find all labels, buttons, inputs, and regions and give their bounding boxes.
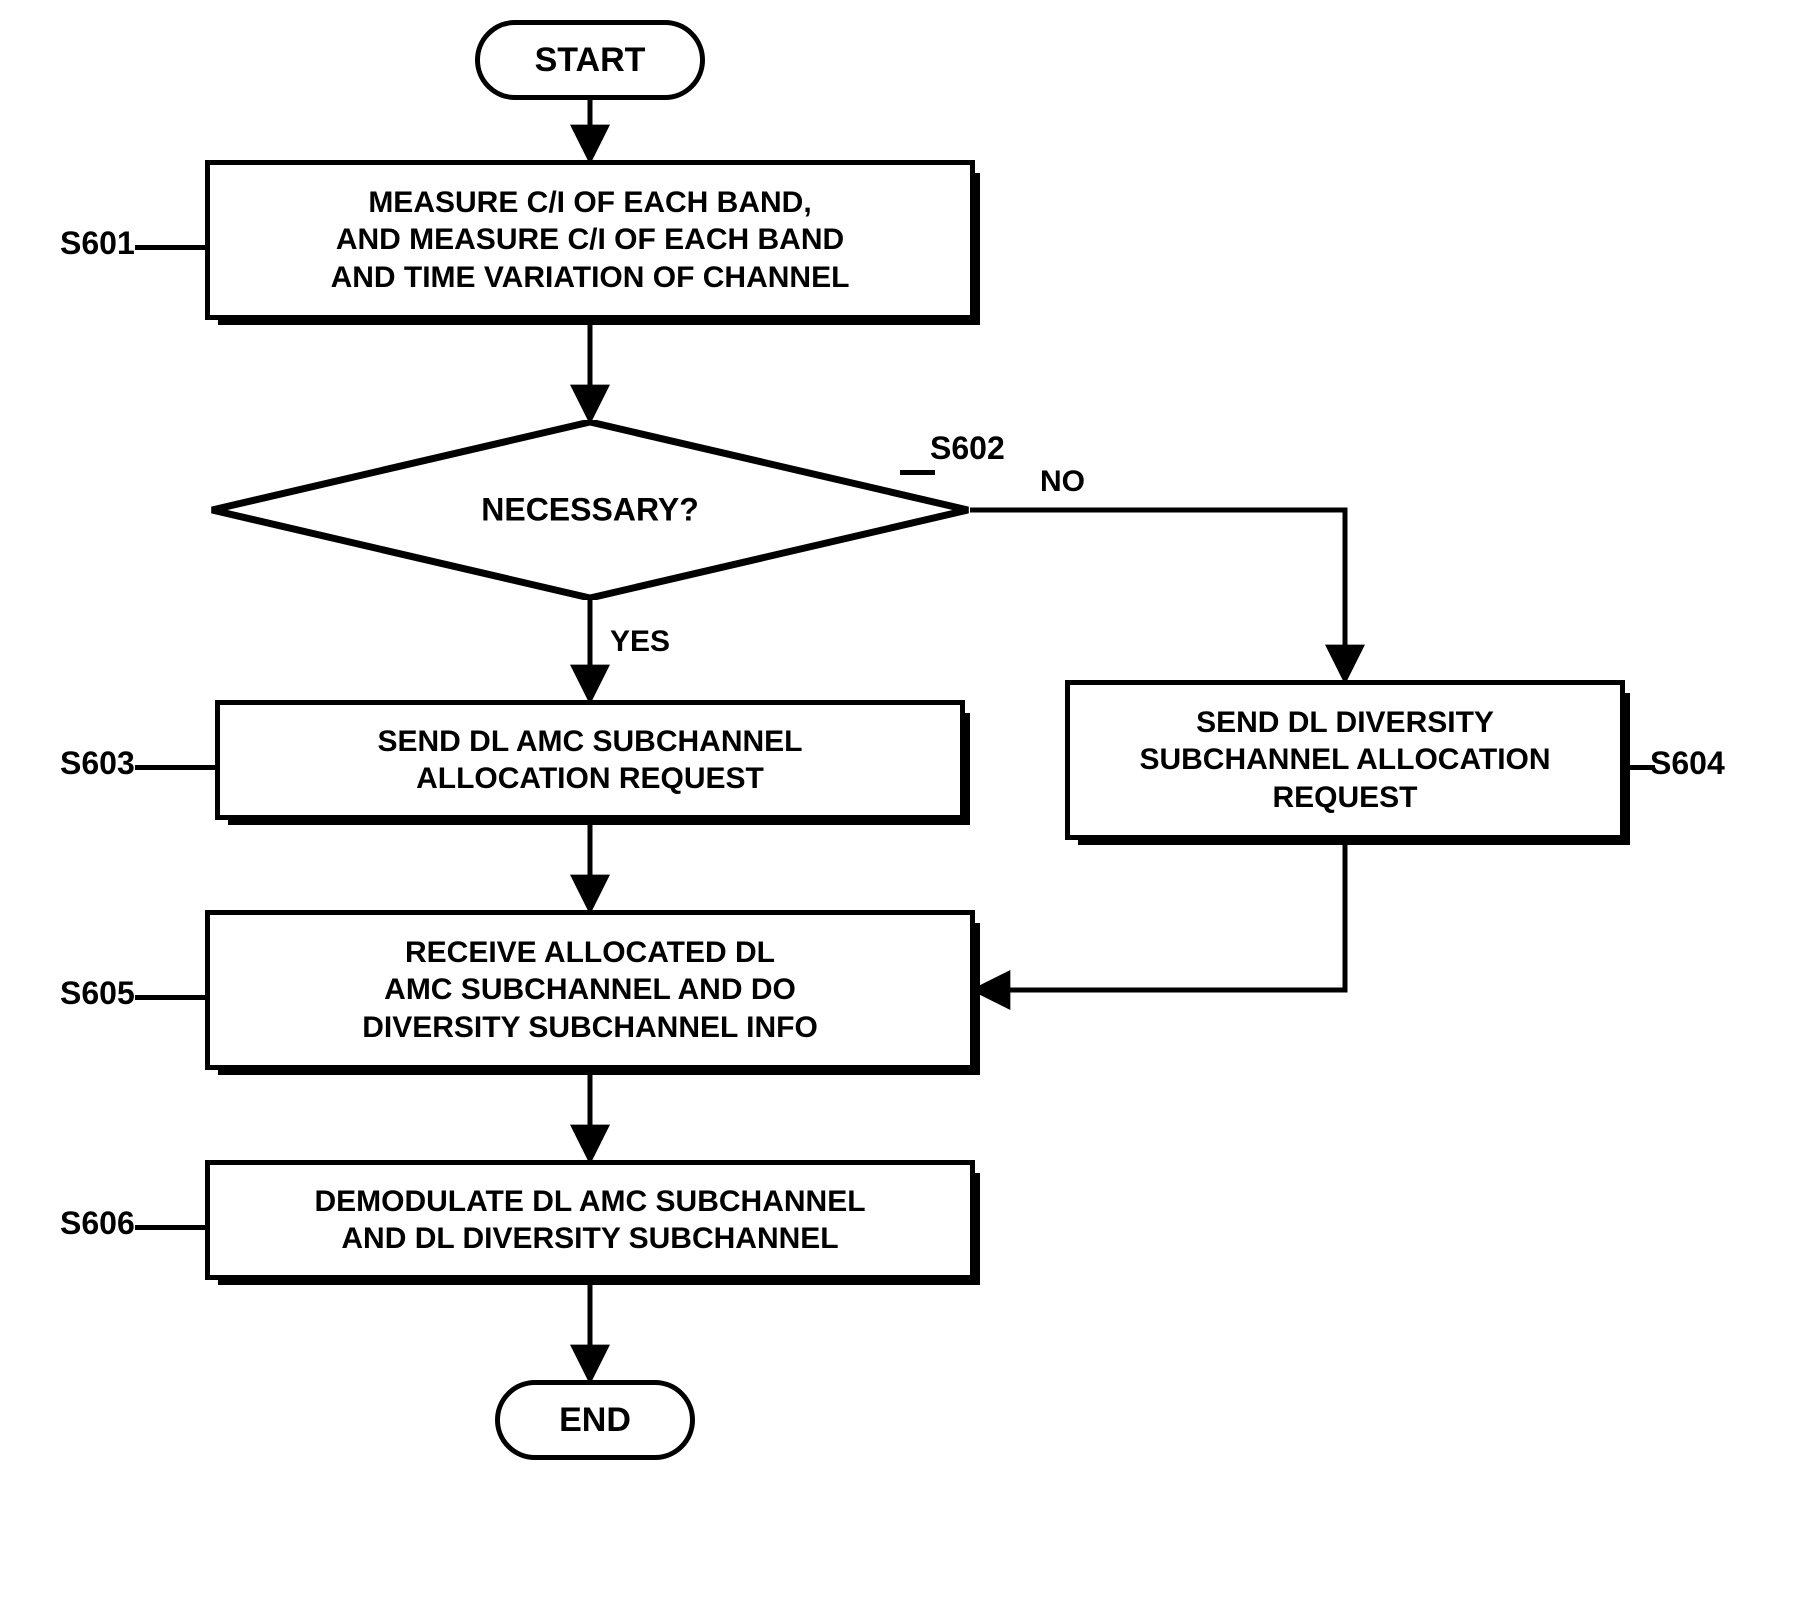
process-s603: SEND DL AMC SUBCHANNEL ALLOCATION REQUES…	[215, 700, 965, 820]
start-terminator: START	[475, 20, 705, 100]
tick-s606	[135, 1225, 205, 1230]
tick-s602	[900, 470, 935, 475]
label-s602: S602	[930, 430, 1005, 467]
s602-text: NECESSARY?	[481, 492, 699, 528]
process-s601: MEASURE C/I OF EACH BAND, AND MEASURE C/…	[205, 160, 975, 320]
tick-s603	[135, 765, 215, 770]
decision-s602: NECESSARY?	[210, 420, 970, 600]
flowchart-canvas: START MEASURE C/I OF EACH BAND, AND MEAS…	[0, 0, 1802, 1621]
end-terminator: END	[495, 1380, 695, 1460]
process-s604: SEND DL DIVERSITY SUBCHANNEL ALLOCATION …	[1065, 680, 1625, 840]
s603-text: SEND DL AMC SUBCHANNEL ALLOCATION REQUES…	[377, 723, 802, 798]
label-s606: S606	[60, 1205, 135, 1242]
process-s606: DEMODULATE DL AMC SUBCHANNEL AND DL DIVE…	[205, 1160, 975, 1280]
label-s605: S605	[60, 975, 135, 1012]
s606-text: DEMODULATE DL AMC SUBCHANNEL AND DL DIVE…	[314, 1183, 865, 1258]
label-s603: S603	[60, 745, 135, 782]
label-s601: S601	[60, 225, 135, 262]
process-s605: RECEIVE ALLOCATED DL AMC SUBCHANNEL AND …	[205, 910, 975, 1070]
tick-s601	[135, 245, 205, 250]
s605-text: RECEIVE ALLOCATED DL AMC SUBCHANNEL AND …	[362, 934, 818, 1047]
label-yes: YES	[610, 625, 670, 659]
label-no: NO	[1040, 465, 1085, 499]
tick-s605	[135, 995, 205, 1000]
end-label: END	[559, 1401, 631, 1440]
s604-text: SEND DL DIVERSITY SUBCHANNEL ALLOCATION …	[1139, 704, 1550, 817]
label-s604: S604	[1650, 745, 1725, 782]
start-label: START	[535, 41, 646, 80]
tick-s604	[1625, 765, 1655, 770]
s601-text: MEASURE C/I OF EACH BAND, AND MEASURE C/…	[331, 184, 850, 297]
